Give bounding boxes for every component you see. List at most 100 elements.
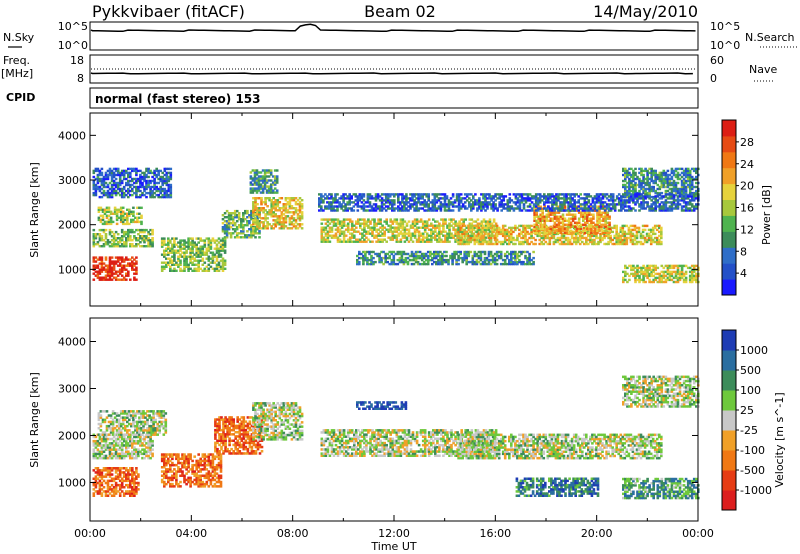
heatmap-cell [495, 242, 499, 246]
heatmap-cell [338, 220, 342, 223]
heatmap-cell [451, 203, 455, 206]
heatmap-cell [636, 177, 639, 181]
heatmap-cell [493, 262, 497, 266]
heatmap-cell [484, 197, 487, 200]
heatmap-cell [401, 228, 405, 231]
heatmap-cell [584, 213, 587, 216]
heatmap-cell [528, 199, 532, 202]
heatmap-cell [498, 205, 501, 208]
heatmap-cell [353, 224, 356, 227]
heatmap-cell [434, 224, 437, 227]
heatmap-cell [668, 183, 672, 187]
heatmap-cell [407, 220, 411, 223]
heatmap-cell [350, 232, 354, 235]
heatmap-cell [574, 242, 578, 246]
heatmap-cell [382, 203, 386, 206]
heatmap-cell [664, 181, 668, 185]
heatmap-cell [118, 187, 122, 191]
heatmap-cell [582, 213, 585, 216]
heatmap-cell [427, 238, 431, 241]
heatmap-cell [600, 219, 603, 222]
heatmap-cell [122, 258, 126, 261]
heatmap-cell [133, 278, 136, 281]
heatmap-cell [504, 203, 508, 206]
heatmap-cell [647, 232, 651, 236]
heatmap-cell [294, 203, 298, 206]
heatmap-cell [678, 278, 682, 282]
heatmap-cell [129, 167, 132, 171]
heatmap-cell [189, 251, 192, 254]
heatmap-cell [139, 228, 142, 232]
heatmap-cell [625, 232, 629, 236]
heatmap-cell [195, 259, 198, 262]
heatmap-cell [330, 228, 334, 231]
heatmap-cell [151, 241, 154, 244]
heatmap-cell [286, 209, 290, 212]
heatmap-cell [415, 230, 419, 233]
heatmap-cell [463, 256, 466, 260]
heatmap-cell [455, 193, 459, 196]
heatmap-cell [127, 274, 130, 277]
heatmap-cell [541, 207, 544, 210]
heatmap-cell [357, 240, 360, 243]
heatmap-cell [431, 252, 434, 256]
heatmap-cell [267, 171, 271, 174]
heatmap-cell [298, 201, 302, 204]
heatmap-cell [246, 230, 249, 233]
heatmap-cell [606, 221, 609, 224]
heatmap-cell [384, 201, 388, 204]
heatmap-cell [518, 232, 521, 236]
heatmap-cell [363, 228, 366, 231]
heatmap-cell [463, 236, 466, 240]
heatmap-cell [426, 260, 430, 264]
heatmap-cell [674, 175, 678, 179]
heatmap-cell [649, 242, 653, 246]
heatmap-cell [518, 205, 522, 208]
heatmap-cell [215, 239, 219, 242]
heatmap-cell [563, 231, 567, 234]
heatmap-cell [678, 264, 682, 268]
heatmap-cell [453, 201, 457, 204]
heatmap-cell [201, 263, 205, 266]
heatmap-cell [388, 203, 392, 206]
heatmap-cell [648, 191, 651, 195]
heatmap-cell [629, 238, 633, 242]
heatmap-cell [674, 187, 678, 191]
heatmap-cell [359, 226, 362, 229]
heatmap-cell [540, 242, 543, 246]
heatmap-cell [378, 254, 381, 258]
heatmap-cell [607, 236, 610, 240]
heatmap-cell [392, 258, 396, 262]
heatmap-cell [479, 238, 483, 242]
heatmap-cell [555, 225, 559, 228]
heatmap-cell [231, 228, 235, 231]
heatmap-cell [253, 189, 257, 192]
heatmap-cell [644, 280, 647, 284]
heatmap-cell [411, 234, 415, 237]
heatmap-cell [599, 236, 602, 240]
heatmap-cell [137, 179, 140, 183]
heatmap-cell [510, 230, 513, 234]
heatmap-cell [435, 195, 439, 198]
heatmap-cell [494, 222, 498, 225]
heatmap-cell [161, 183, 164, 187]
heatmap-cell [350, 222, 354, 225]
heatmap-cell [443, 201, 447, 204]
heatmap-cell [125, 272, 128, 275]
heatmap-cell [506, 242, 509, 246]
heatmap-cell [508, 197, 512, 200]
heatmap-cell [388, 207, 392, 210]
heatmap-cell [280, 217, 284, 220]
heatmap-cell [551, 217, 555, 220]
heatmap-cell [558, 238, 562, 242]
heatmap-cell [324, 205, 327, 208]
heatmap-cell [149, 239, 152, 242]
heatmap-cell [280, 215, 284, 218]
heatmap-cell [350, 207, 353, 210]
heatmap-cell [122, 245, 126, 248]
heatmap-cell [617, 234, 620, 238]
heatmap-cell [554, 238, 558, 242]
heatmap-cell [92, 266, 96, 269]
heatmap-cell [250, 228, 253, 231]
heatmap-cell [613, 226, 616, 230]
